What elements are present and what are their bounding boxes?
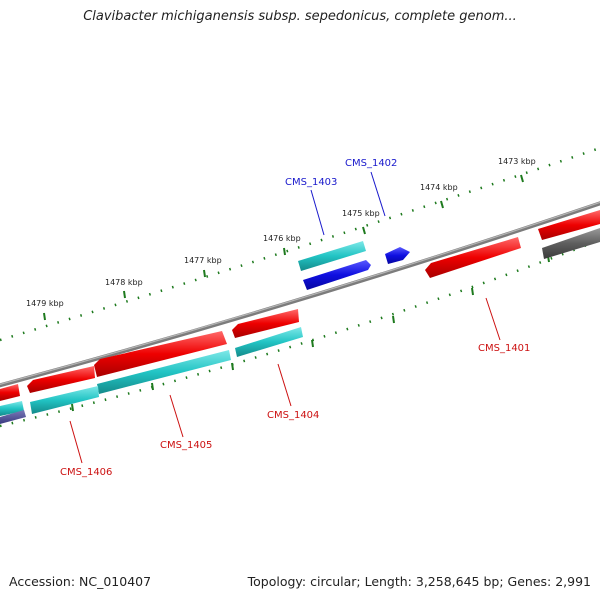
gene-cms-1403[interactable] bbox=[303, 260, 371, 290]
feature-rna-cms-1403[interactable] bbox=[298, 241, 366, 271]
gene-label-cms-1403[interactable]: CMS_1403 bbox=[285, 177, 337, 188]
gene-cms-1402[interactable] bbox=[385, 247, 410, 264]
gene-cms-1404[interactable] bbox=[232, 309, 299, 338]
gene-offscreen-reverse[interactable] bbox=[0, 384, 20, 401]
map-title: Clavibacter michiganensis subsp. sepedon… bbox=[83, 9, 517, 24]
backbone-highlight bbox=[0, 201, 600, 385]
gene-label-cms-1405[interactable]: CMS_1405 bbox=[160, 440, 212, 451]
gene-label-cms-1402[interactable]: CMS_1402 bbox=[345, 158, 397, 169]
gene-cms-1406[interactable] bbox=[27, 366, 95, 393]
gene-label-cms-1406[interactable]: CMS_1406 bbox=[60, 467, 112, 478]
gene-offscreen-forward[interactable] bbox=[538, 210, 600, 240]
scale-label-1474: 1474 kbp bbox=[420, 183, 458, 192]
feature-rna-cms-1405[interactable] bbox=[97, 350, 231, 394]
scale-label-1479: 1479 kbp bbox=[26, 299, 64, 308]
backbone-arc bbox=[0, 201, 600, 388]
feature-pseudo[interactable] bbox=[542, 228, 600, 259]
leader-cms-1401 bbox=[485, 297, 501, 341]
leader-cms-1402 bbox=[370, 171, 386, 217]
leader-cms-1406 bbox=[69, 420, 83, 464]
feature-rna-cms-1404[interactable] bbox=[235, 327, 303, 357]
scale-label-1476: 1476 kbp bbox=[263, 234, 301, 243]
gene-cms-1401[interactable] bbox=[425, 237, 521, 278]
accession-label: Accession: NC_010407 bbox=[9, 574, 152, 589]
feature-rna-cms-1406[interactable] bbox=[30, 386, 99, 414]
leader-cms-1405 bbox=[169, 394, 184, 438]
genome-summary: Topology: circular; Length: 3,258,645 bp… bbox=[247, 574, 591, 589]
scale-label-1478: 1478 kbp bbox=[105, 278, 143, 287]
leader-cms-1403 bbox=[310, 189, 325, 236]
gene-label-cms-1401[interactable]: CMS_1401 bbox=[478, 343, 530, 354]
gene-cms-1405[interactable] bbox=[94, 331, 227, 377]
scale-label-1473: 1473 kbp bbox=[498, 157, 536, 166]
scale-ticks bbox=[43, 174, 550, 412]
scale-label-1477: 1477 kbp bbox=[184, 256, 222, 265]
scale-label-1475: 1475 kbp bbox=[342, 209, 380, 218]
gene-label-cms-1404[interactable]: CMS_1404 bbox=[267, 410, 319, 421]
leader-cms-1404 bbox=[277, 363, 292, 407]
outer-tick-track bbox=[0, 146, 600, 342]
feature-offscreen-navy[interactable] bbox=[0, 410, 26, 424]
